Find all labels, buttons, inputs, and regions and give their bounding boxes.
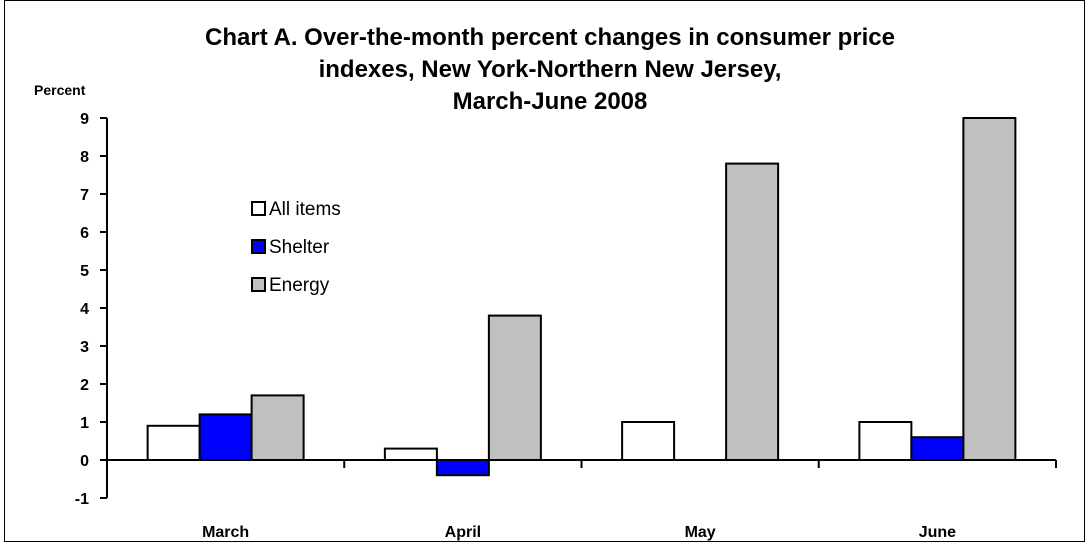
y-tick-label: -1 [75,491,89,508]
bar-energy-march [250,394,305,461]
bar-energy-june [962,117,1017,461]
x-tick-label-june: June [919,524,956,541]
y-tick-label: 6 [80,225,89,242]
chart-title: Chart A. Over-the-month percent changes … [205,24,895,115]
y-tick-label: 0 [80,453,89,470]
legend-swatch-all-items [251,201,266,216]
y-tick-label: 9 [80,111,89,128]
legend-swatch-shelter [251,239,266,254]
y-tick-label: 4 [80,301,89,318]
bar-energy-may [725,162,780,461]
x-tick-label-may: May [685,524,716,541]
bar-shelter-march [198,413,253,461]
y-tick-label: 3 [80,339,89,356]
bar-shelter-april [435,459,490,477]
bar-energy-april [487,314,542,461]
y-axis-label: Percent [34,82,86,98]
x-tick-label-march: March [202,524,249,541]
y-tick-label: 2 [80,377,89,394]
legend-label-shelter: Shelter [269,237,330,258]
legend-label-energy: Energy [269,275,330,296]
bar-shelter-june [910,436,965,462]
chart-frame [4,0,1085,542]
x-tick-label-april: April [445,524,481,541]
legend-label-all-items: All items [269,199,341,220]
y-tick-label: 7 [80,187,89,204]
bar-all-items-april [383,447,438,462]
bar-all-items-june [858,421,913,461]
legend-swatch-energy [251,277,266,292]
y-tick-label: 1 [80,415,89,432]
y-tick-label: 8 [80,149,89,166]
y-tick-label: 5 [80,263,89,280]
bar-all-items-march [146,424,201,461]
bar-all-items-may [621,421,676,461]
